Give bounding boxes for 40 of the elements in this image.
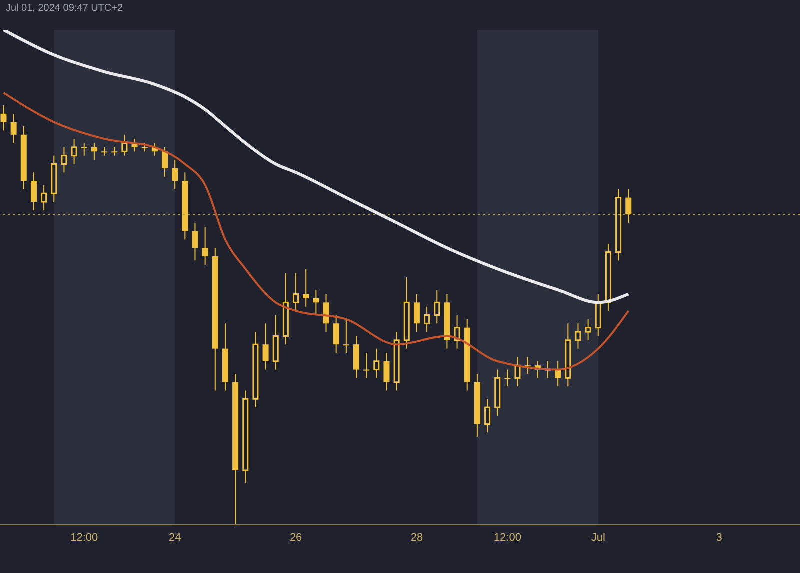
candlestick [626, 188, 632, 224]
candlestick [202, 226, 208, 266]
x-tick-label: 26 [290, 532, 302, 544]
candlestick [524, 356, 531, 374]
candlestick [172, 160, 178, 190]
candlestick [333, 314, 340, 354]
candlestick [0, 105, 7, 132]
candlestick [323, 294, 330, 333]
candlestick [364, 352, 370, 379]
candlestick [91, 142, 98, 161]
candlestick [374, 348, 380, 379]
x-tick-label: 28 [410, 532, 424, 544]
candlestick [414, 294, 420, 333]
candlestick [192, 222, 198, 262]
x-tick-label: 3 [716, 532, 722, 544]
candlestick [81, 142, 88, 156]
x-tick-label: Jul [591, 532, 606, 544]
candlestick [30, 172, 37, 211]
chart-subtitle: Jul 01, 2024 09:47 UTC+2 [6, 3, 124, 14]
candlestick [484, 398, 491, 434]
candlestick [262, 323, 269, 370]
candlestick [41, 184, 48, 211]
candlestick [585, 318, 592, 341]
candlestick [61, 146, 68, 174]
x-tick-label: 12:00 [494, 532, 522, 544]
candlestick [122, 134, 128, 156]
candlestick [303, 268, 310, 308]
candlestick [384, 352, 390, 392]
x-tick-label: 12:00 [70, 532, 98, 544]
candlestick [434, 290, 440, 324]
candlestick [575, 323, 582, 350]
candlestick [313, 290, 320, 316]
candlestick [504, 369, 511, 388]
candlestick [10, 113, 17, 144]
x-tick-label: 24 [168, 532, 182, 544]
candlestick [293, 272, 300, 312]
candlestick [424, 306, 430, 333]
candlestick [162, 146, 168, 178]
candlestick [343, 318, 350, 354]
candlestick [71, 138, 78, 165]
